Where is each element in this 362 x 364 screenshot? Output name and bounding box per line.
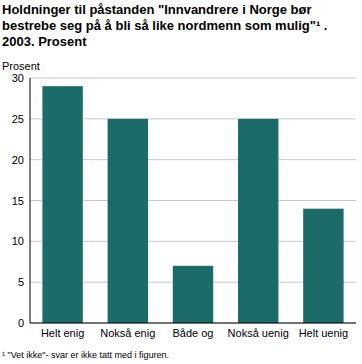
y-tick-label: 0 bbox=[18, 317, 24, 329]
chart-svg: Prosent 0 5 10 15 20 25 30 Helt enig Nokså enig Bå… bbox=[0, 0, 362, 364]
bar bbox=[108, 119, 148, 323]
bars bbox=[42, 86, 343, 323]
y-axis bbox=[30, 78, 31, 323]
bar bbox=[303, 209, 343, 323]
grid-line bbox=[30, 78, 356, 79]
bar bbox=[238, 119, 278, 323]
chart-wrap: Holdninger til påstanden "Innvandrere i … bbox=[0, 0, 362, 364]
x-tick-label: Både og bbox=[173, 327, 214, 339]
y-axis-label: Prosent bbox=[2, 60, 40, 72]
x-tick-label: Nokså enig bbox=[100, 327, 155, 339]
footnote: ¹ "Vet ikke"- svar er ikke tatt med i fi… bbox=[2, 350, 169, 360]
grid-line bbox=[30, 323, 356, 324]
bar bbox=[42, 86, 82, 323]
x-axis bbox=[30, 323, 356, 324]
x-tick-label: Helt uenig bbox=[299, 327, 349, 339]
y-tick-label: 30 bbox=[12, 72, 24, 84]
title: Holdninger til påstanden "Innvandrere i … bbox=[2, 2, 352, 50]
x-tick-label: Nokså uenig bbox=[228, 327, 289, 339]
y-tick-label: 10 bbox=[12, 235, 24, 247]
y-tick-label: 15 bbox=[12, 195, 24, 207]
y-tick-label: 25 bbox=[12, 113, 24, 125]
x-tick-label: Helt enig bbox=[41, 327, 84, 339]
y-tick-label: 5 bbox=[18, 276, 24, 288]
y-tick-label: 20 bbox=[12, 154, 24, 166]
bar bbox=[173, 266, 213, 323]
